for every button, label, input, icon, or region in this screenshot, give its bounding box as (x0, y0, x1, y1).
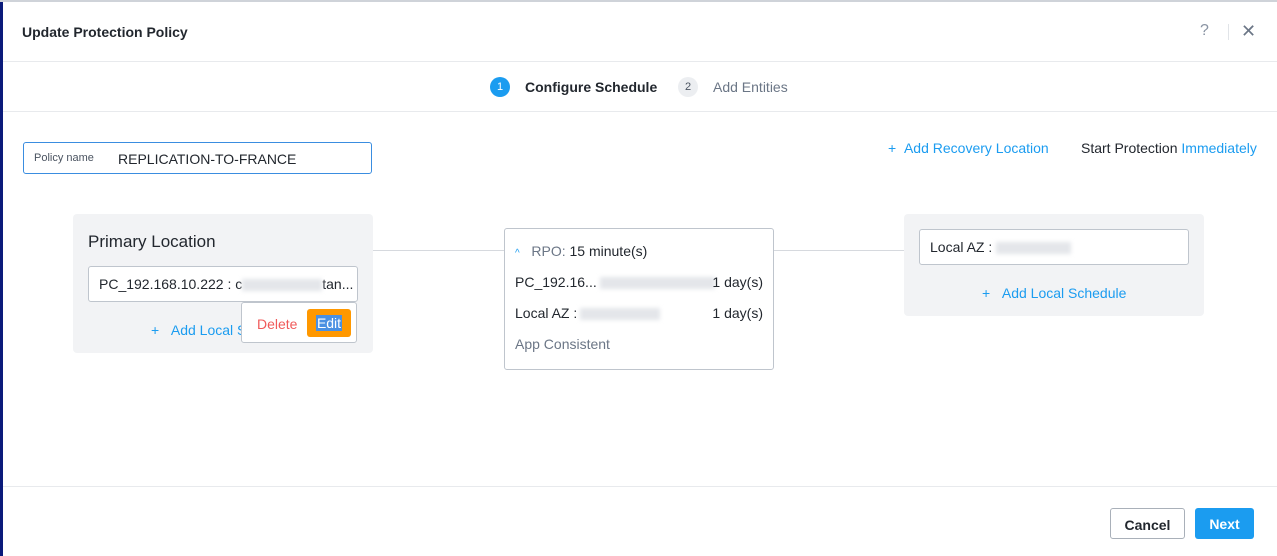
add-recovery-location-button[interactable]: + Add Recovery Location (888, 140, 1049, 156)
dialog-header (3, 2, 1277, 62)
rpo-row-retention: 1 day(s) (712, 274, 763, 290)
policy-name-value: REPLICATION-TO-FRANCE (118, 151, 297, 167)
location-action-menu: Delete Edit (241, 302, 357, 343)
rpo-row-retention: 1 day(s) (712, 305, 763, 321)
start-protection-link[interactable]: Immediately (1181, 140, 1257, 156)
rpo-row-name: Local AZ : (515, 305, 578, 321)
add-local-schedule-label: Add Local Schedule (1001, 285, 1127, 301)
cancel-button[interactable]: Cancel (1110, 508, 1185, 539)
plus-icon: + (888, 140, 897, 156)
location-tail: tan... (322, 276, 354, 292)
consistency-label: App Consistent (515, 336, 610, 352)
rpo-label: RPO: (531, 243, 566, 259)
policy-name-input[interactable]: Policy name REPLICATION-TO-FRANCE (23, 142, 372, 174)
edit-label: Edit (315, 315, 343, 331)
location-text: PC_192.168.10.222 : c (99, 276, 243, 292)
divider (1228, 24, 1229, 40)
delete-button[interactable]: Delete (257, 316, 298, 332)
dialog-title: Update Protection Policy (22, 24, 188, 40)
next-button[interactable]: Next (1195, 508, 1254, 539)
chevron-up-icon: ^ (515, 248, 520, 259)
add-local-schedule-button[interactable]: + Add Local Schedule (982, 285, 1127, 301)
recovery-location-field[interactable]: Local AZ : (919, 229, 1189, 265)
recovery-location-panel: Local AZ : + Add Local Schedule (904, 214, 1204, 316)
step-label: Add Entities (713, 79, 788, 95)
redacted (600, 277, 715, 289)
edit-button[interactable]: Edit (307, 309, 351, 337)
rpo-row-name: PC_192.16... (515, 274, 597, 290)
help-icon[interactable]: ? (1200, 22, 1209, 39)
rpo-card: ^ RPO: 15 minute(s) PC_192.16... 1 day(s… (504, 228, 774, 370)
wizard-steps (3, 62, 1277, 112)
rpo-value: 15 minute(s) (569, 243, 648, 259)
redacted (580, 308, 660, 320)
close-icon[interactable]: ✕ (1241, 21, 1257, 41)
primary-location-field[interactable]: PC_192.168.10.222 : c tan... (88, 266, 358, 302)
footer-divider (3, 486, 1277, 487)
window-edge (0, 0, 3, 556)
connector-line (774, 250, 904, 251)
start-protection: Start Protection Immediately (1081, 140, 1257, 156)
add-local-schedule-label: Add Local S (170, 322, 247, 338)
step-1[interactable]: 1 Configure Schedule (490, 77, 657, 97)
rpo-header[interactable]: ^ RPO: 15 minute(s) (515, 243, 647, 259)
step-label: Configure Schedule (525, 79, 658, 95)
policy-name-label: Policy name (34, 152, 94, 164)
step-number: 2 (678, 77, 698, 97)
step-number: 1 (490, 77, 510, 97)
add-local-schedule-button[interactable]: + Add Local S (151, 322, 247, 338)
redacted (996, 242, 1072, 255)
step-2[interactable]: 2 Add Entities (678, 77, 788, 97)
add-recovery-label: Add Recovery Location (903, 140, 1049, 156)
redacted (242, 279, 323, 292)
window-top-edge (0, 0, 1277, 2)
primary-location-title: Primary Location (88, 232, 216, 251)
connector-line (373, 250, 504, 251)
start-protection-label: Start Protection (1081, 140, 1178, 156)
location-text: Local AZ : (930, 239, 993, 255)
